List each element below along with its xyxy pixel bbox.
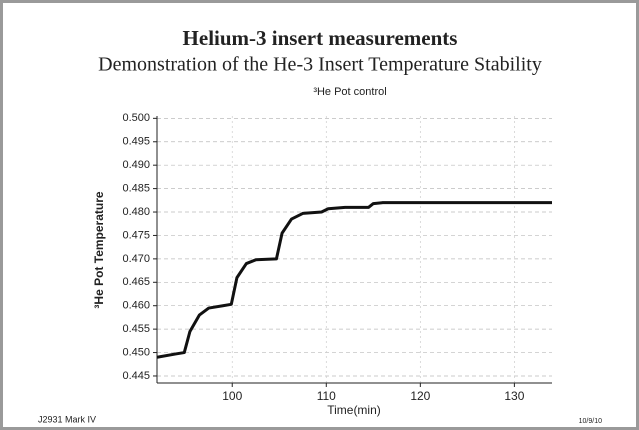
y-tick-label: 0.445 <box>122 370 150 382</box>
y-axis-label: ³He Pot Temperature <box>92 191 106 308</box>
x-tick-label: 100 <box>222 389 242 403</box>
y-tick-label: 0.450 <box>122 346 150 358</box>
y-tick-label: 0.460 <box>122 300 150 312</box>
slide-title: Helium-3 insert measurements <box>183 26 458 50</box>
y-tick-label: 0.475 <box>122 229 150 241</box>
footer-right: 10/9/10 <box>579 418 602 425</box>
x-tick-label: 110 <box>317 389 336 403</box>
y-tick-label: 0.485 <box>122 183 150 195</box>
y-tick-label: 0.465 <box>122 276 150 288</box>
slide-subtitle: Demonstration of the He-3 Insert Tempera… <box>98 54 542 76</box>
y-tick-label: 0.495 <box>122 136 150 148</box>
x-tick-label: 120 <box>410 389 430 403</box>
y-tick-label: 0.470 <box>122 253 150 265</box>
y-tick-label: 0.480 <box>122 206 150 218</box>
y-tick-label: 0.455 <box>122 323 150 335</box>
x-tick-label: 130 <box>504 389 524 403</box>
y-tick-label: 0.490 <box>122 159 150 171</box>
chart-title: ³He Pot control <box>313 86 386 98</box>
y-tick-label: 0.500 <box>122 112 150 124</box>
x-axis-label: Time(min) <box>327 403 381 417</box>
data-line <box>156 201 552 359</box>
footer-left: J2931 Mark IV <box>38 414 96 424</box>
